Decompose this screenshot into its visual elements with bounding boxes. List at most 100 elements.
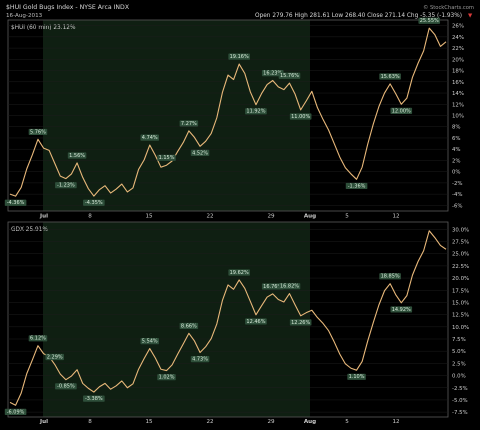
annotation-label: -1.23% [57, 183, 75, 189]
y-tick-label: 20% [452, 57, 464, 63]
annotation-box [347, 373, 366, 380]
annotation-label: -4.36% [7, 200, 25, 206]
annotation-box [228, 53, 250, 60]
annotation-box [140, 338, 159, 345]
y-tick-label: 12% [452, 102, 464, 108]
y-tick-label: 12.5% [452, 313, 469, 319]
annotation-box [83, 395, 105, 402]
y-tick-label: -6% [452, 203, 463, 209]
annotation-box [140, 134, 159, 141]
y-tick-label: 7.5% [452, 337, 466, 343]
y-tick-label: -7.5% [452, 410, 468, 416]
annotation-box [83, 199, 105, 206]
symbol-title: $HUI Gold Bugs Index - NYSE Arca INDX [6, 4, 130, 11]
y-tick-label: 20.0% [452, 276, 469, 282]
stockcharts-watermark: © StockCharts.com [423, 4, 474, 11]
annotation-box [390, 306, 413, 313]
annotation-box [418, 17, 441, 24]
annotation-box [379, 73, 401, 80]
annotation-label: 11.92% [246, 109, 265, 115]
annotation-label: -3.38% [85, 396, 103, 402]
annotation-box [55, 383, 77, 390]
annotation-label: 4.73% [192, 357, 208, 363]
annotation-box [179, 322, 199, 330]
x-tick-label: 5 [345, 419, 349, 425]
gdx-x-axis: Jul 8 15 22 29 Aug 5 12 [39, 419, 400, 425]
annotation-box [390, 107, 413, 114]
annotation-label: 1.56% [69, 153, 85, 159]
x-tick-label: 29 [267, 419, 275, 425]
y-tick-label: 27.5% [452, 240, 469, 246]
annotation-box [228, 269, 250, 276]
annotation-label: -6.09% [7, 409, 25, 415]
annotation-label: 12.00% [392, 108, 411, 114]
annotation-box [345, 182, 368, 190]
chart-date: 16-Aug-2013 [6, 13, 43, 19]
hui-plot [9, 27, 447, 197]
annotation-label: 4.74% [142, 135, 158, 141]
annotation-box [45, 353, 64, 361]
x-tick-label: Jul [39, 419, 48, 425]
x-tick-label: Jul [39, 214, 48, 220]
y-tick-label: 26% [452, 24, 464, 30]
hui-legend: $HUI (60 min) 23.12% [11, 25, 76, 31]
y-tick-label: 18% [452, 69, 464, 75]
annotation-box [67, 152, 87, 159]
annotation-box [190, 356, 210, 363]
change-down-arrow-icon: ▼ [468, 13, 473, 19]
x-tick-label: 22 [206, 214, 213, 220]
annotation-label: -4.35% [85, 200, 103, 206]
hui-x-axis: Jul 8 15 22 29 Aug 5 12 [39, 214, 400, 220]
x-tick-label: 8 [88, 419, 92, 425]
x-tick-label: 12 [392, 214, 399, 220]
y-tick-label: 0.0% [452, 374, 466, 380]
annotation-box [55, 182, 77, 189]
gdx-shaded-july [43, 222, 310, 417]
annotation-label: 12.26% [291, 320, 310, 326]
y-tick-label: 22% [452, 46, 464, 52]
y-tick-label: 0% [452, 170, 461, 176]
annotation-label: 19.16% [230, 54, 249, 60]
annotation-box [157, 374, 176, 381]
annotation-box [157, 154, 176, 161]
annotation-label: 4.52% [192, 150, 208, 156]
y-tick-label: -2% [452, 181, 463, 187]
annotation-label: 11.00% [291, 114, 310, 120]
annotation-label: 16.76% [263, 284, 282, 290]
gdx-plot [9, 230, 447, 406]
annotation-box [289, 113, 312, 120]
y-tick-label: 24% [452, 35, 464, 41]
annotation-label: 5.76% [30, 129, 46, 135]
y-tick-label: 30.0% [452, 227, 469, 233]
x-tick-label: 12 [392, 419, 399, 425]
annotation-box [261, 283, 284, 290]
quote-summary: Open 279.76 High 281.61 Low 268.40 Close… [255, 13, 462, 19]
annotation-box [245, 318, 267, 325]
x-tick-label: 8 [88, 214, 92, 220]
y-tick-label: 15.0% [452, 300, 469, 306]
y-tick-label: 2% [452, 158, 461, 164]
y-tick-label: 8% [452, 125, 461, 131]
x-tick-label: 15 [145, 419, 153, 425]
annotation-label: 15.63% [381, 74, 400, 80]
annotation-label: 19.62% [230, 270, 249, 276]
x-tick-label: Aug [304, 214, 316, 220]
gdx-legend: GDX 25.91% [11, 227, 48, 233]
annotation-box [278, 283, 301, 290]
price-line [9, 230, 447, 406]
x-tick-label: 5 [345, 214, 349, 220]
annotation-label: 7.27% [181, 121, 197, 127]
annotation-label: 12.46% [246, 319, 265, 325]
annotation-box [179, 120, 199, 127]
annotation-box [4, 199, 27, 206]
y-tick-label: 22.5% [452, 264, 469, 270]
annotation-box [278, 72, 301, 79]
annotation-box [28, 128, 48, 136]
annotation-label: 8.66% [181, 323, 197, 329]
hui-y-axis: 26% 24% 22% 20% 18% 16% 14% 12% 10% 8% 6% 4% 2% 0% -2%… [8, 24, 464, 209]
y-tick-label: 25.0% [452, 252, 469, 258]
annotation-box [289, 319, 312, 326]
annotation-label: 16.82% [280, 284, 299, 290]
